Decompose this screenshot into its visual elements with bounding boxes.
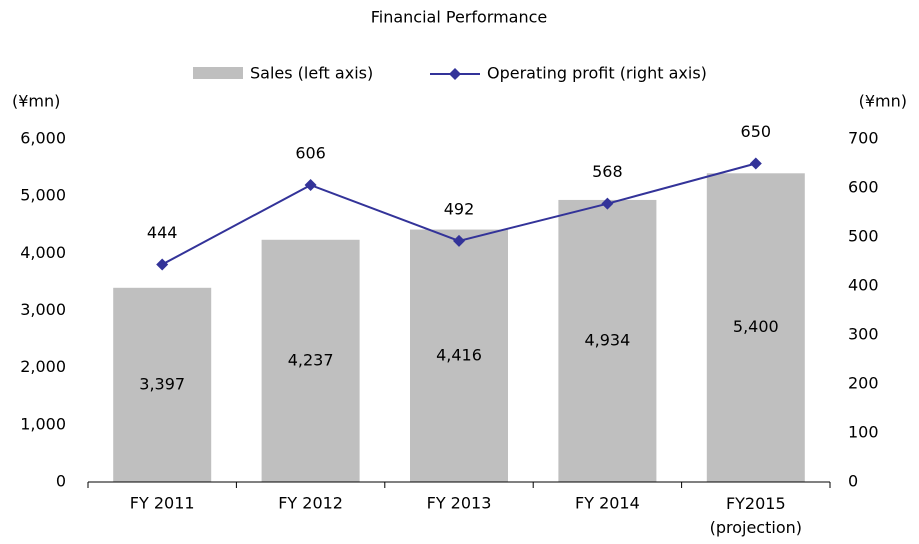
line-marker xyxy=(304,179,317,192)
y2-axis-label: (¥mn) xyxy=(859,92,907,111)
line-value-label: 606 xyxy=(295,144,326,163)
y-tick-label: 4,000 xyxy=(20,243,66,262)
x-tick-label: FY 2012 xyxy=(278,494,343,513)
bar-value-label: 3,397 xyxy=(139,374,185,393)
bar xyxy=(261,239,360,482)
line-value-label: 444 xyxy=(147,223,178,242)
bar-value-label: 4,237 xyxy=(288,350,334,369)
bar xyxy=(706,173,805,483)
y-tick-label: 0 xyxy=(56,472,66,491)
bar xyxy=(113,287,212,482)
line-marker xyxy=(453,234,465,247)
bar-value-label: 4,934 xyxy=(584,330,630,349)
y2-tick-label: 300 xyxy=(848,325,879,344)
bar xyxy=(410,229,508,482)
bar xyxy=(558,199,657,482)
y-tick-label: 3,000 xyxy=(20,300,66,319)
x-tick-label: FY2015 (projection) xyxy=(710,494,802,537)
y2-tick-label: 600 xyxy=(848,178,879,197)
y-tick-label: 6,000 xyxy=(20,129,66,148)
legend-label: Operating profit (right axis) xyxy=(487,64,707,83)
y2-tick-label: 400 xyxy=(848,276,879,295)
line-marker xyxy=(749,157,762,170)
line-marker xyxy=(601,197,614,210)
y-tick-label: 1,000 xyxy=(20,414,66,433)
x-tick-label: FY 2013 xyxy=(427,494,492,513)
y-axis-label: (¥mn) xyxy=(12,92,60,111)
x-tick-label: FY 2011 xyxy=(130,494,195,513)
bar-value-label: 5,400 xyxy=(733,317,779,336)
y-tick-label: 5,000 xyxy=(20,186,66,205)
x-tick-label: FY 2014 xyxy=(575,494,640,513)
line-value-label: 568 xyxy=(592,162,623,181)
legend-swatch xyxy=(449,68,461,80)
y2-tick-label: 500 xyxy=(848,227,879,246)
line-marker xyxy=(156,258,169,271)
chart-title: Financial Performance xyxy=(371,8,548,27)
y2-tick-label: 0 xyxy=(848,472,858,491)
y2-tick-label: 200 xyxy=(848,374,879,393)
y2-tick-label: 700 xyxy=(848,129,879,148)
bar-value-label: 4,416 xyxy=(436,345,482,364)
line-value-label: 650 xyxy=(741,122,772,141)
legend-label: Sales (left axis) xyxy=(250,64,373,83)
y2-tick-label: 100 xyxy=(848,423,879,442)
line-value-label: 492 xyxy=(444,199,475,218)
y-tick-label: 2,000 xyxy=(20,357,66,376)
legend-swatch xyxy=(193,67,243,79)
